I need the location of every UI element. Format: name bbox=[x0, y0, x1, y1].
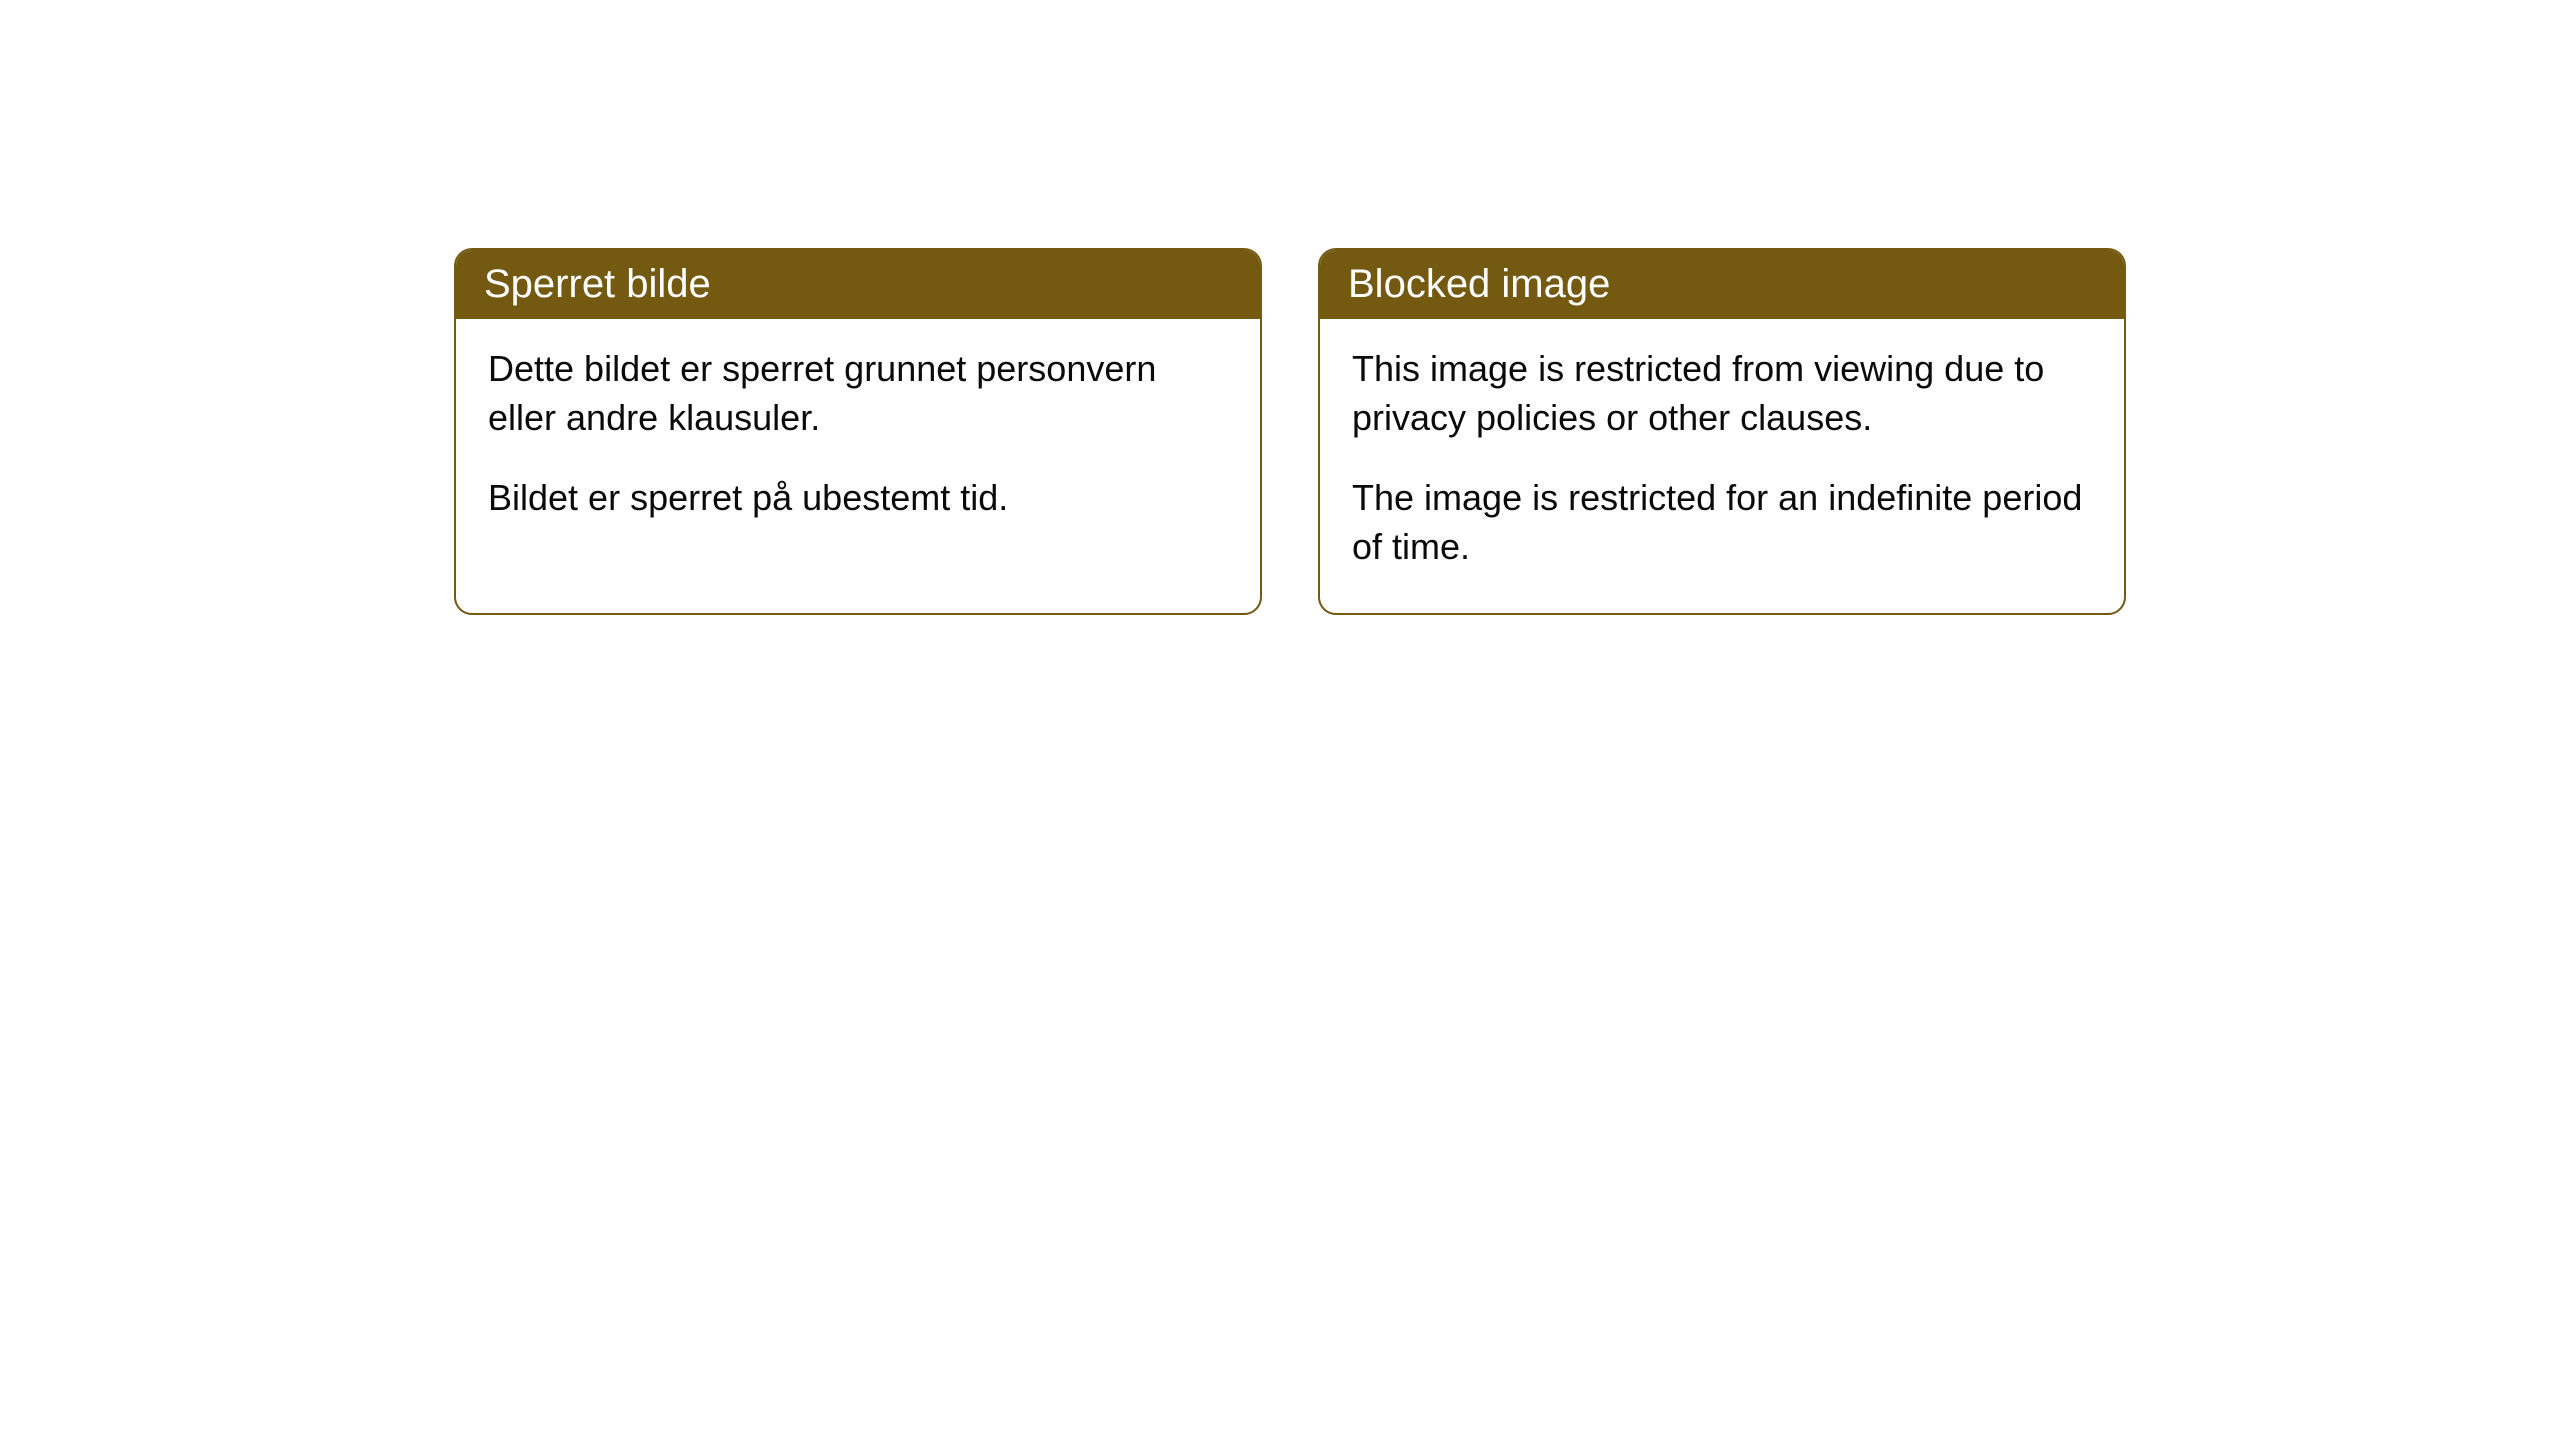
card-paragraph: This image is restricted from viewing du… bbox=[1352, 345, 2092, 442]
card-paragraph: Bildet er sperret på ubestemt tid. bbox=[488, 474, 1228, 523]
card-header: Sperret bilde bbox=[456, 250, 1260, 319]
notice-card-english: Blocked image This image is restricted f… bbox=[1318, 248, 2126, 615]
card-body: Dette bildet er sperret grunnet personve… bbox=[456, 319, 1260, 565]
card-paragraph: Dette bildet er sperret grunnet personve… bbox=[488, 345, 1228, 442]
card-title: Blocked image bbox=[1348, 262, 1610, 306]
card-header: Blocked image bbox=[1320, 250, 2124, 319]
card-paragraph: The image is restricted for an indefinit… bbox=[1352, 474, 2092, 571]
notice-card-norwegian: Sperret bilde Dette bildet er sperret gr… bbox=[454, 248, 1262, 615]
card-title: Sperret bilde bbox=[484, 262, 711, 306]
notice-cards-container: Sperret bilde Dette bildet er sperret gr… bbox=[454, 248, 2560, 615]
card-body: This image is restricted from viewing du… bbox=[1320, 319, 2124, 613]
